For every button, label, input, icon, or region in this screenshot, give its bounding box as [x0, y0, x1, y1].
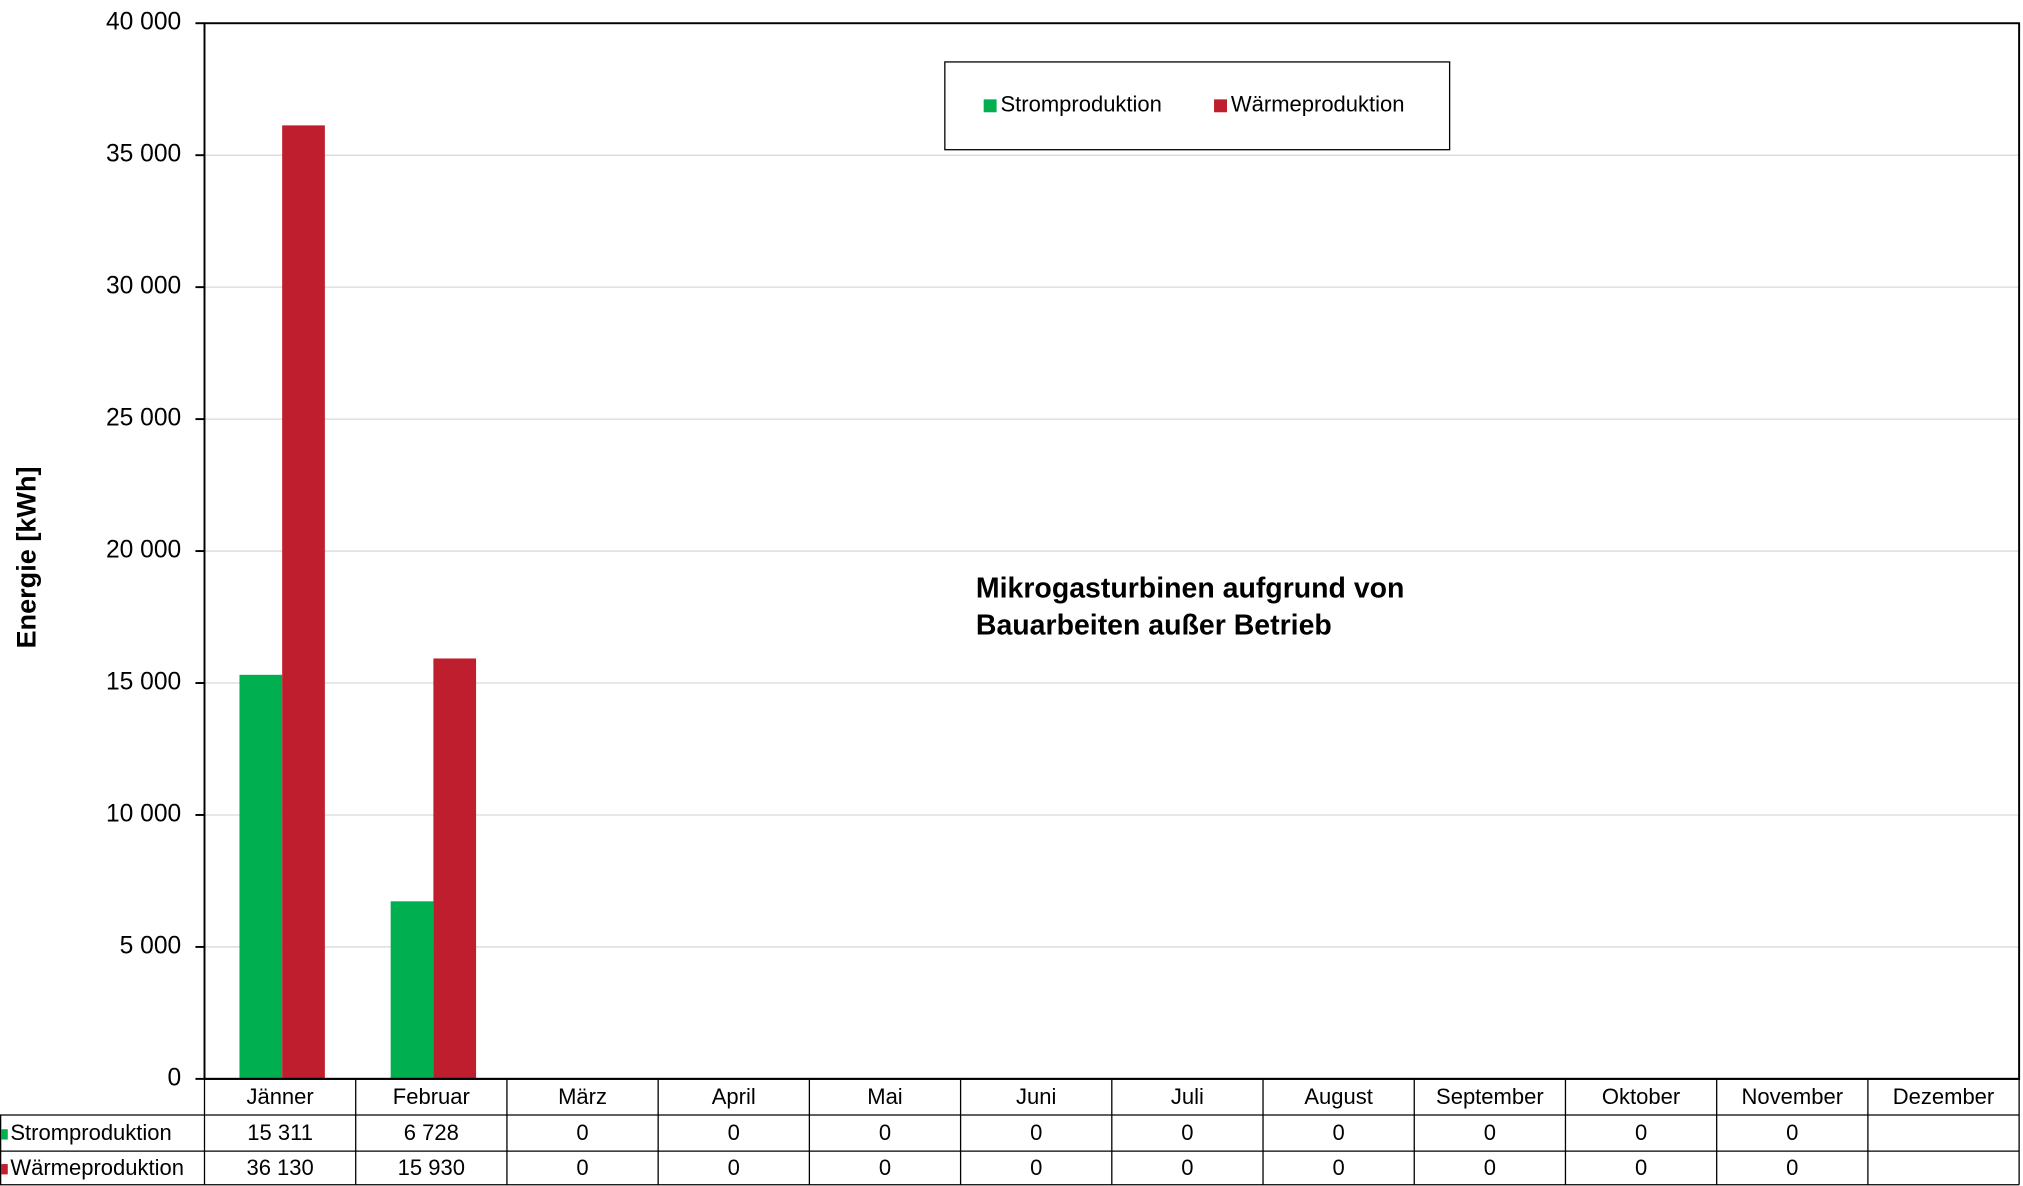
- y-tick-label: 15 000: [106, 669, 181, 696]
- table-value: 0: [1181, 1120, 1193, 1145]
- table-value: 0: [1484, 1120, 1496, 1145]
- x-tick-label: Februar: [393, 1084, 470, 1109]
- table-value: 0: [1484, 1155, 1496, 1180]
- legend-box: [944, 61, 1451, 151]
- x-tick-label: April: [712, 1084, 756, 1109]
- table-value: 0: [879, 1120, 891, 1145]
- y-tick-label: 30 000: [106, 273, 181, 300]
- bar: [390, 901, 434, 1079]
- y-tick-label: 0: [168, 1064, 182, 1091]
- y-tick-label: 20 000: [106, 537, 181, 564]
- table-value: 0: [1333, 1120, 1345, 1145]
- table-value: 36 130: [246, 1155, 313, 1180]
- table-value: 15 311: [247, 1120, 313, 1145]
- table-value: 0: [1635, 1155, 1647, 1180]
- y-tick-label: 35 000: [106, 141, 181, 168]
- x-tick-label: November: [1742, 1084, 1843, 1109]
- table-value: 0: [576, 1120, 588, 1145]
- x-tick-label: Mai: [867, 1084, 902, 1109]
- bar: [282, 125, 325, 1079]
- table-value: 0: [576, 1155, 588, 1180]
- x-tick-label: Dezember: [1893, 1084, 1994, 1109]
- table-value: 0: [1030, 1155, 1042, 1180]
- table-value: 0: [1181, 1155, 1193, 1180]
- table-value: 0: [1786, 1120, 1798, 1145]
- table-value: 0: [728, 1155, 740, 1180]
- legend-swatch: [983, 99, 997, 113]
- legend-label: Wärmeproduktion: [1231, 92, 1405, 117]
- legend-swatch: [1214, 99, 1228, 113]
- y-tick-label: 5 000: [120, 932, 182, 959]
- table-swatch: [1, 1129, 8, 1140]
- table-series-label: Stromproduktion: [10, 1120, 171, 1145]
- bar: [433, 658, 477, 1079]
- y-tick-label: 25 000: [106, 405, 181, 432]
- table-value: 0: [879, 1155, 891, 1180]
- x-tick-label: Juli: [1171, 1084, 1204, 1109]
- table-swatch: [1, 1164, 8, 1175]
- annotation: Bauarbeiten außer Betrieb: [976, 610, 1332, 642]
- x-tick-label: August: [1304, 1084, 1373, 1109]
- table-value: 0: [1030, 1120, 1042, 1145]
- x-tick-label: September: [1436, 1084, 1544, 1109]
- x-tick-label: Oktober: [1602, 1084, 1680, 1109]
- y-tick-label: 10 000: [106, 800, 181, 827]
- table-value: 0: [1786, 1155, 1798, 1180]
- legend-label: Stromproduktion: [1000, 92, 1161, 117]
- table-value: 15 930: [398, 1155, 465, 1180]
- table-value: 0: [1635, 1120, 1647, 1145]
- table-value: 6 728: [404, 1120, 459, 1145]
- annotation: Mikrogasturbinen aufgrund von: [976, 572, 1405, 604]
- y-axis-label: Energie [kWh]: [11, 466, 42, 648]
- bar: [239, 674, 283, 1079]
- y-tick-label: 40 000: [106, 9, 181, 36]
- x-tick-label: Juni: [1016, 1084, 1056, 1109]
- table-value: 0: [1333, 1155, 1345, 1180]
- x-tick-label: März: [558, 1084, 607, 1109]
- x-tick-label: Jänner: [246, 1084, 313, 1109]
- table-value: 0: [728, 1120, 740, 1145]
- table-series-label: Wärmeproduktion: [10, 1155, 184, 1180]
